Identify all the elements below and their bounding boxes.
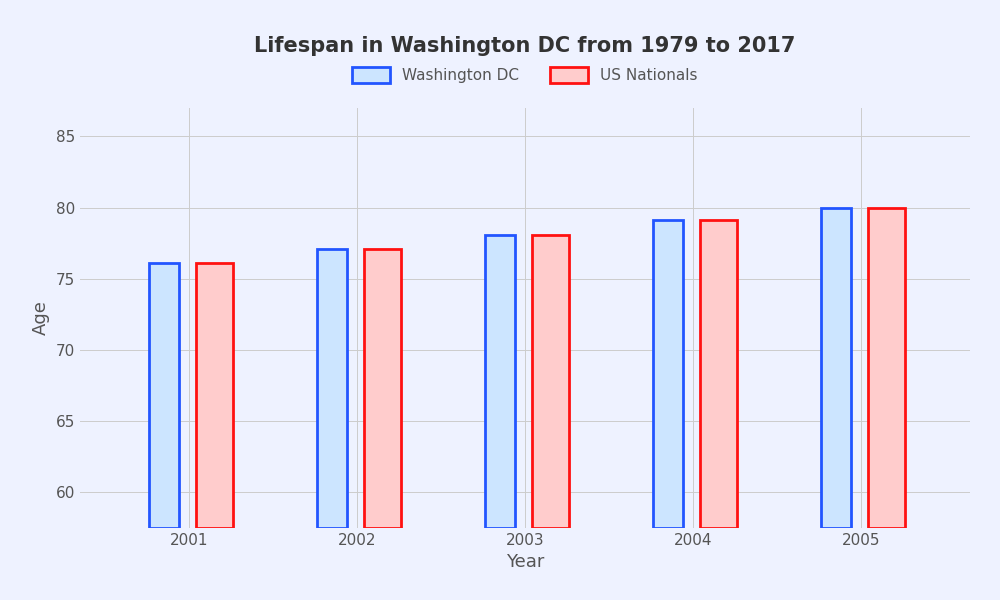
Bar: [700, 220, 737, 528]
Bar: [653, 220, 683, 528]
X-axis label: Year: Year: [506, 553, 544, 571]
Bar: [196, 263, 233, 528]
Legend: Washington DC, US Nationals: Washington DC, US Nationals: [346, 61, 704, 89]
Bar: [317, 249, 347, 528]
Bar: [485, 235, 515, 528]
Bar: [821, 208, 851, 528]
Y-axis label: Age: Age: [32, 301, 50, 335]
Bar: [364, 249, 401, 528]
Title: Lifespan in Washington DC from 1979 to 2017: Lifespan in Washington DC from 1979 to 2…: [254, 37, 796, 56]
Bar: [532, 235, 569, 528]
Bar: [149, 263, 179, 528]
Bar: [868, 208, 905, 528]
